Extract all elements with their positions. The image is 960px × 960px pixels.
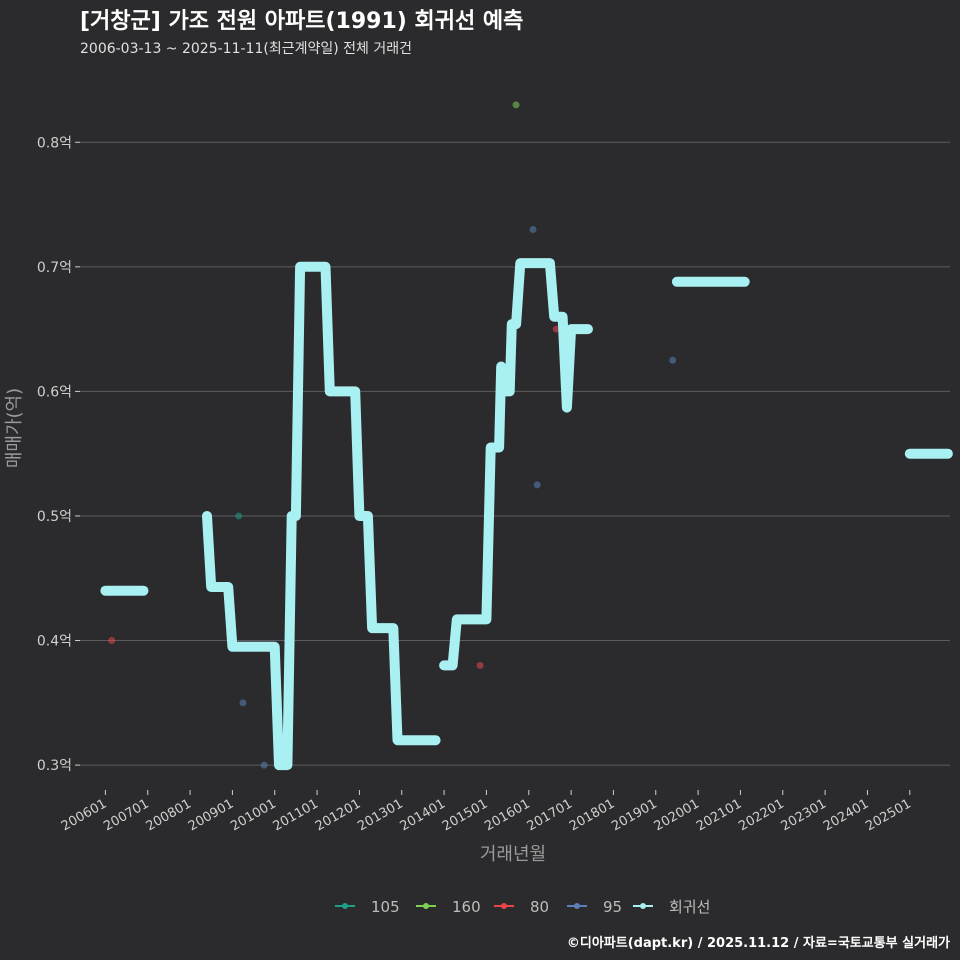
data-point-95 [533,481,541,489]
data-point-105 [235,512,243,520]
legend-item-회귀선: 회귀선 [633,898,710,916]
data-point-95 [529,225,537,233]
data-point-80 [476,661,484,669]
x-tick-label: 200601 [59,796,109,834]
x-tick-label: 201501 [440,796,490,834]
y-tick-label: 0.5억 [37,509,72,525]
legend-label: 80 [530,898,549,916]
legend-key-dot [342,903,348,909]
y-tick-label: 0.6억 [37,384,72,400]
x-tick-label: 201201 [313,796,363,834]
x-tick-label: 201101 [271,796,321,834]
legend: 105 160 80 95 회귀선 [335,898,710,916]
x-tick-label: 202001 [652,796,702,834]
chart-subtitle: 2006-03-13 ~ 2025-11-11(최근계약일) 전체 거래건 [80,41,412,57]
y-tick-label: 0.8억 [37,135,72,151]
y-axis: 0.3억 0.4억 0.5억 0.6억 0.7억 0.8억 [37,135,80,774]
legend-key-dot [501,903,507,909]
x-tick-label: 202501 [863,796,913,834]
regression-lines [100,258,953,771]
scatter-points [108,101,677,769]
legend-item-105: 105 [335,898,400,916]
x-tick-label: 201401 [398,796,448,834]
regression-line-segment [439,258,593,671]
y-axis-label: 매매가(억) [4,388,25,468]
legend-label: 95 [603,898,622,916]
x-tick-label: 201701 [525,796,575,834]
x-tick-label: 202301 [779,796,829,834]
x-tick-label: 201801 [567,796,617,834]
y-tick-label: 0.3억 [37,758,72,774]
legend-label: 105 [371,898,400,916]
x-tick-label: 201001 [228,796,278,834]
data-point-80 [108,637,116,645]
x-tick-label: 201301 [355,796,405,834]
x-axis-label: 거래년월 [480,844,546,865]
legend-label: 160 [452,898,481,916]
data-point-80 [552,325,560,333]
x-tick-label: 200801 [144,796,194,834]
data-point-95 [260,761,268,769]
x-axis: 2006012007012008012009012010012011012012… [59,790,914,834]
y-tick-label: 0.7억 [37,260,72,276]
x-tick-label: 202101 [694,796,744,834]
gridlines [80,141,950,766]
x-tick-label: 202401 [821,796,871,834]
x-tick-label: 200701 [101,796,151,834]
data-point-160 [512,101,520,109]
regression-line-segment [202,261,441,771]
x-tick-label: 200901 [186,796,236,834]
x-tick-label: 201601 [482,796,532,834]
data-point-95 [239,699,247,707]
chart-title: [거창군] 가조 전원 아파트(1991) 회귀선 예측 [80,9,523,34]
chart-caption: ©디아파트(dapt.kr) / 2025.11.12 / 자료=국토교통부 실… [567,935,950,951]
legend-label: 회귀선 [669,898,710,916]
x-tick-label: 202201 [736,796,786,834]
data-point-95 [669,356,677,364]
legend-item-160: 160 [416,898,481,916]
legend-key-dot [574,903,580,909]
legend-key-dot [423,903,429,909]
legend-item-80: 80 [494,898,549,916]
x-tick-label: 201901 [609,796,659,834]
y-tick-label: 0.4억 [37,634,72,650]
legend-item-95: 95 [567,898,622,916]
legend-key-dot [640,903,646,909]
